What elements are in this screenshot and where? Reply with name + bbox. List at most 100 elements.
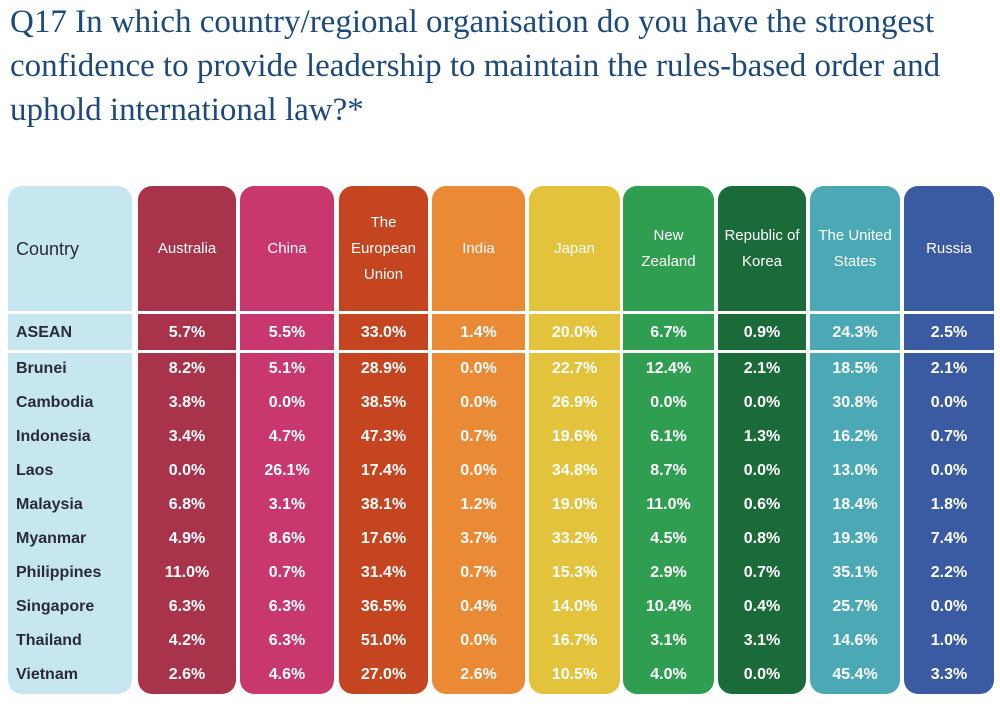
- cell-value: 0.7%: [268, 564, 306, 581]
- cell-value: 2.2%: [930, 564, 968, 581]
- row-label: Brunei: [16, 360, 67, 377]
- column-background: [810, 186, 900, 694]
- cell-value: 28.9%: [360, 360, 407, 377]
- cell-value: 1.2%: [460, 496, 497, 513]
- cell-value: 45.4%: [832, 666, 878, 683]
- cell-value: 22.7%: [551, 360, 598, 377]
- column-header: Russia: [926, 240, 972, 257]
- cell-value: 4.9%: [168, 530, 206, 547]
- cell-value: 4.6%: [268, 666, 306, 683]
- cell-value: 8.6%: [268, 530, 306, 547]
- row-label: Laos: [16, 462, 54, 479]
- cell-value: 0.0%: [930, 462, 968, 479]
- cell-value: 14.0%: [551, 598, 598, 615]
- cell-value: 35.1%: [832, 564, 878, 581]
- cell-value: 3.1%: [268, 496, 306, 513]
- column-header: India: [462, 240, 495, 257]
- cell-value: 0.0%: [168, 462, 206, 479]
- cell-value: 2.1%: [930, 360, 968, 377]
- cell-value: 2.5%: [930, 324, 968, 341]
- cell-value: 2.1%: [743, 360, 781, 377]
- column-header: Republic of Korea: [724, 227, 800, 270]
- cell-value: 0.0%: [650, 394, 687, 411]
- cell-value: 1.0%: [930, 632, 968, 649]
- column-background: [718, 186, 806, 694]
- cell-value: 3.4%: [168, 428, 206, 445]
- cell-value: 0.0%: [743, 666, 781, 683]
- column-background: [240, 186, 334, 694]
- cell-value: 17.4%: [360, 462, 407, 479]
- cell-value: 11.0%: [164, 564, 210, 581]
- cell-value: 34.8%: [551, 462, 598, 479]
- column-background: [432, 186, 525, 694]
- cell-value: 30.8%: [832, 394, 878, 411]
- cell-value: 0.0%: [460, 462, 497, 479]
- cell-value: 15.3%: [551, 564, 598, 581]
- cell-value: 38.5%: [360, 394, 407, 411]
- row-label: Indonesia: [16, 428, 91, 445]
- row-label: Singapore: [16, 598, 95, 615]
- cell-value: 0.7%: [460, 564, 497, 581]
- column-background: [529, 186, 620, 694]
- column-background: [623, 186, 714, 694]
- cell-value: 18.5%: [832, 360, 878, 377]
- column-header: Australia: [157, 240, 217, 257]
- row-label: Cambodia: [16, 394, 94, 411]
- cell-value: 13.0%: [832, 462, 878, 479]
- cell-value: 3.7%: [460, 530, 497, 547]
- cell-value: 0.0%: [268, 394, 306, 411]
- cell-value: 6.3%: [268, 632, 306, 649]
- cell-value: 19.6%: [551, 428, 598, 445]
- column-header: Japan: [554, 240, 595, 257]
- title: Q17 In which country/regional organisati…: [10, 4, 941, 128]
- cell-value: 2.9%: [650, 564, 687, 581]
- cell-value: 27.0%: [360, 666, 407, 683]
- cell-value: 38.1%: [360, 496, 407, 513]
- cell-value: 26.1%: [264, 462, 310, 479]
- cell-value: 14.6%: [832, 632, 878, 649]
- cell-value: 0.0%: [460, 632, 497, 649]
- cell-value: 0.0%: [460, 394, 497, 411]
- row-label: ASEAN: [16, 324, 73, 341]
- separator: [8, 311, 994, 314]
- row-label: Thailand: [16, 632, 82, 649]
- cell-value: 4.2%: [168, 632, 206, 649]
- cell-value: 31.4%: [360, 564, 407, 581]
- cell-value: 10.5%: [551, 666, 598, 683]
- cell-value: 6.7%: [650, 324, 687, 341]
- row-label: Myanmar: [16, 530, 87, 547]
- column-header: The European Union: [350, 214, 417, 283]
- cell-value: 8.2%: [168, 360, 206, 377]
- cell-value: 10.4%: [645, 598, 692, 615]
- row-label: Philippines: [16, 564, 102, 581]
- cell-value: 12.4%: [645, 360, 692, 377]
- cell-value: 5.7%: [168, 324, 206, 341]
- cell-value: 18.4%: [832, 496, 878, 513]
- cell-value: 16.7%: [551, 632, 598, 649]
- column-background: [138, 186, 236, 694]
- cell-value: 17.6%: [360, 530, 407, 547]
- cell-value: 0.0%: [930, 394, 968, 411]
- cell-value: 4.0%: [650, 666, 687, 683]
- column-background: [904, 186, 994, 694]
- cell-value: 0.9%: [743, 324, 781, 341]
- cell-value: 8.7%: [650, 462, 687, 479]
- cell-value: 3.3%: [930, 666, 968, 683]
- column-header: The United States: [818, 227, 892, 270]
- column-header: China: [267, 240, 307, 257]
- cell-value: 11.0%: [646, 496, 691, 513]
- cell-value: 19.0%: [551, 496, 598, 513]
- cell-value: 19.3%: [832, 530, 878, 547]
- cell-value: 3.1%: [650, 632, 687, 649]
- column-header: New Zealand: [641, 227, 696, 270]
- cell-value: 6.3%: [168, 598, 206, 615]
- cell-value: 51.0%: [360, 632, 407, 649]
- cell-value: 0.0%: [460, 360, 497, 377]
- cell-value: 16.2%: [832, 428, 878, 445]
- cell-value: 0.8%: [743, 530, 781, 547]
- cell-value: 0.0%: [743, 462, 781, 479]
- separator: [8, 350, 994, 353]
- cell-value: 3.1%: [743, 632, 781, 649]
- cell-value: 4.7%: [268, 428, 306, 445]
